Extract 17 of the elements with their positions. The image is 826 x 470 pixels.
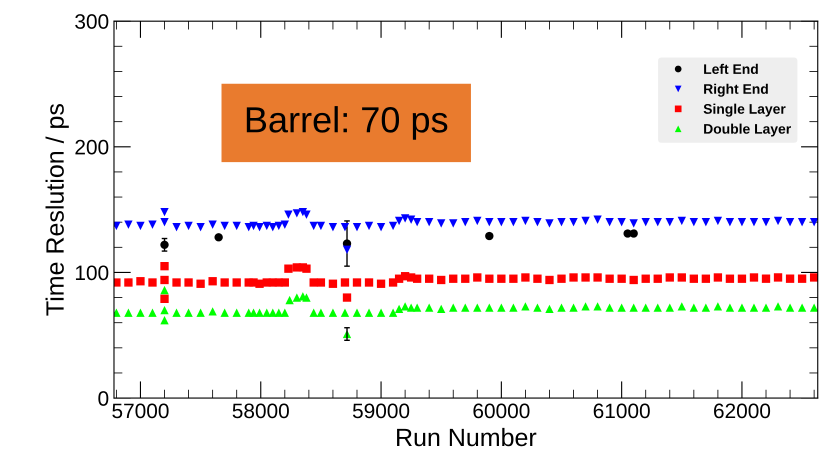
- x-tick-label: 59000: [352, 404, 410, 418]
- x-tick-label: 60000: [473, 404, 530, 418]
- annotation: Barrel: 70 ps: [246, 106, 448, 140]
- y-tick-label: 100: [76, 265, 108, 280]
- y-tick-label: 200: [75, 140, 108, 155]
- x-tick-label: 57000: [112, 404, 169, 418]
- legend-label: Right End: [704, 84, 768, 97]
- legend-label: Double Layer: [704, 124, 791, 137]
- x-tick-label: 58000: [232, 404, 289, 418]
- legend-label: Left End: [704, 64, 758, 74]
- x-axis-title: Run Number: [397, 428, 536, 446]
- y-axis-title: Time Reslution / ps: [46, 104, 69, 316]
- x-tick-label: 61000: [594, 404, 650, 418]
- y-tick-label: 300: [75, 14, 108, 29]
- y-tick-label: 0: [98, 391, 108, 406]
- x-tick-label: 62000: [714, 404, 770, 418]
- legend-label: Single Layer: [704, 104, 786, 117]
